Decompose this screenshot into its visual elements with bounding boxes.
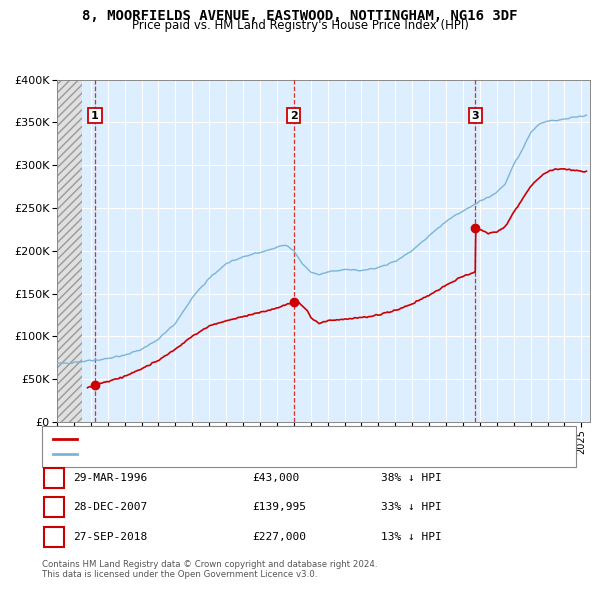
Text: 1: 1 <box>50 473 58 483</box>
Text: 2: 2 <box>290 110 298 120</box>
Text: 3: 3 <box>50 532 58 542</box>
Text: Price paid vs. HM Land Registry's House Price Index (HPI): Price paid vs. HM Land Registry's House … <box>131 19 469 32</box>
Text: £139,995: £139,995 <box>252 503 306 512</box>
Text: 38% ↓ HPI: 38% ↓ HPI <box>381 473 442 483</box>
Text: 1: 1 <box>91 110 99 120</box>
Text: 13% ↓ HPI: 13% ↓ HPI <box>381 532 442 542</box>
Text: HPI: Average price, detached house, Broxtowe: HPI: Average price, detached house, Brox… <box>81 450 323 459</box>
Text: Contains HM Land Registry data © Crown copyright and database right 2024.
This d: Contains HM Land Registry data © Crown c… <box>42 560 377 579</box>
Text: 8, MOORFIELDS AVENUE, EASTWOOD, NOTTINGHAM, NG16 3DF (detached house): 8, MOORFIELDS AVENUE, EASTWOOD, NOTTINGH… <box>81 434 508 444</box>
Text: 33% ↓ HPI: 33% ↓ HPI <box>381 503 442 512</box>
Text: 8, MOORFIELDS AVENUE, EASTWOOD, NOTTINGHAM, NG16 3DF: 8, MOORFIELDS AVENUE, EASTWOOD, NOTTINGH… <box>82 9 518 23</box>
Text: £43,000: £43,000 <box>252 473 299 483</box>
Text: 2: 2 <box>50 503 58 512</box>
Text: £227,000: £227,000 <box>252 532 306 542</box>
Text: 29-MAR-1996: 29-MAR-1996 <box>73 473 148 483</box>
Text: 28-DEC-2007: 28-DEC-2007 <box>73 503 148 512</box>
Bar <box>57 80 82 422</box>
Text: 3: 3 <box>472 110 479 120</box>
Text: 27-SEP-2018: 27-SEP-2018 <box>73 532 148 542</box>
